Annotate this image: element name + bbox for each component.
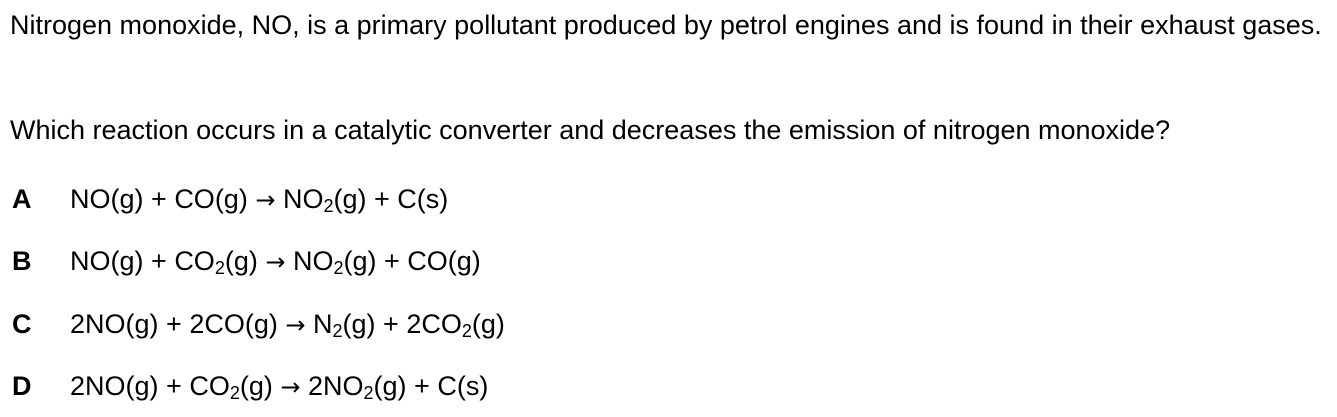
question-stem: Nitrogen monoxide, NO, is a primary poll… (10, 10, 1322, 40)
subscript: 2 (214, 258, 225, 278)
reaction-arrow: → (255, 186, 276, 214)
state-symbol: (g) (343, 246, 377, 276)
product-2: CO(g) (407, 246, 481, 276)
subscript: 2 (323, 196, 334, 216)
answer-option-a[interactable]: A NO(g) + CO(g) → NO2(g) + C(s) (10, 179, 910, 219)
reactant-2: CO2(g) (189, 371, 273, 403)
formula-part: CO (189, 371, 230, 401)
subscript: 2 (229, 383, 240, 403)
formula-part: 2CO (406, 309, 462, 339)
state-symbol: (g) (239, 371, 273, 401)
option-letter-b: B (12, 246, 32, 276)
subscript: 2 (333, 258, 344, 278)
option-d-equation: 2NO(g) + CO2(g) → 2NO2(g) + C(s) (70, 366, 488, 407)
product-2: C(s) (397, 184, 449, 214)
state-symbol: (g) (373, 371, 407, 401)
question-prompt: Which reaction occurs in a catalytic con… (10, 115, 1171, 145)
formula-part: NO (292, 246, 334, 276)
reaction-arrow: → (285, 311, 306, 339)
subscript: 2 (461, 321, 472, 341)
state-symbol: (g) (342, 309, 376, 339)
product-1: NO2(g) (282, 184, 367, 216)
option-letter-a: A (12, 184, 32, 214)
formula-part: CO (174, 246, 215, 276)
subscript: 2 (332, 321, 343, 341)
product-1: 2NO2(g) (307, 371, 407, 403)
state-symbol: (g) (471, 309, 505, 339)
option-letter-c: C (12, 309, 32, 339)
reactant-1: NO(g) (70, 184, 144, 214)
product-1: N2(g) (312, 309, 376, 341)
plus-sign: + (383, 309, 399, 339)
plus-sign: + (151, 246, 167, 276)
reactant-1: NO(g) (70, 246, 144, 276)
answer-option-d[interactable]: D 2NO(g) + CO2(g) → 2NO2(g) + C(s) (10, 366, 910, 406)
plus-sign: + (166, 309, 182, 339)
subscript: 2 (363, 383, 374, 403)
option-c-equation: 2NO(g) + 2CO(g) → N2(g) + 2CO2(g) (70, 304, 505, 345)
option-b-equation: NO(g) + CO2(g) → NO2(g) + CO(g) (70, 241, 481, 282)
state-symbol: (g) (224, 246, 258, 276)
reactant-2: 2CO(g) (189, 309, 278, 339)
answer-option-c[interactable]: C 2NO(g) + 2CO(g) → N2(g) + 2CO2(g) (10, 304, 910, 344)
reactant-2: CO2(g) (174, 246, 258, 278)
reactant-1: 2NO(g) (70, 309, 159, 339)
formula-part: NO (282, 184, 324, 214)
plus-sign: + (166, 371, 182, 401)
reactant-1: 2NO(g) (70, 371, 159, 401)
product-2: 2CO2(g) (406, 309, 505, 341)
state-symbol: (g) (333, 184, 367, 214)
plus-sign: + (373, 184, 390, 214)
option-letter-d: D (12, 371, 32, 401)
option-a-equation: NO(g) + CO(g) → NO2(g) + C(s) (70, 179, 448, 220)
answer-option-b[interactable]: B NO(g) + CO2(g) → NO2(g) + CO(g) (10, 241, 910, 281)
plus-sign: + (414, 371, 430, 401)
plus-sign: + (384, 246, 400, 276)
plus-sign: + (151, 184, 167, 214)
product-2: C(s) (437, 371, 489, 401)
reaction-arrow: → (265, 248, 286, 276)
reactant-2: CO(g) (174, 184, 248, 214)
formula-part: N (312, 309, 333, 339)
formula-part: 2NO (307, 371, 364, 401)
reaction-arrow: → (280, 373, 301, 401)
product-1: NO2(g) (292, 246, 377, 278)
